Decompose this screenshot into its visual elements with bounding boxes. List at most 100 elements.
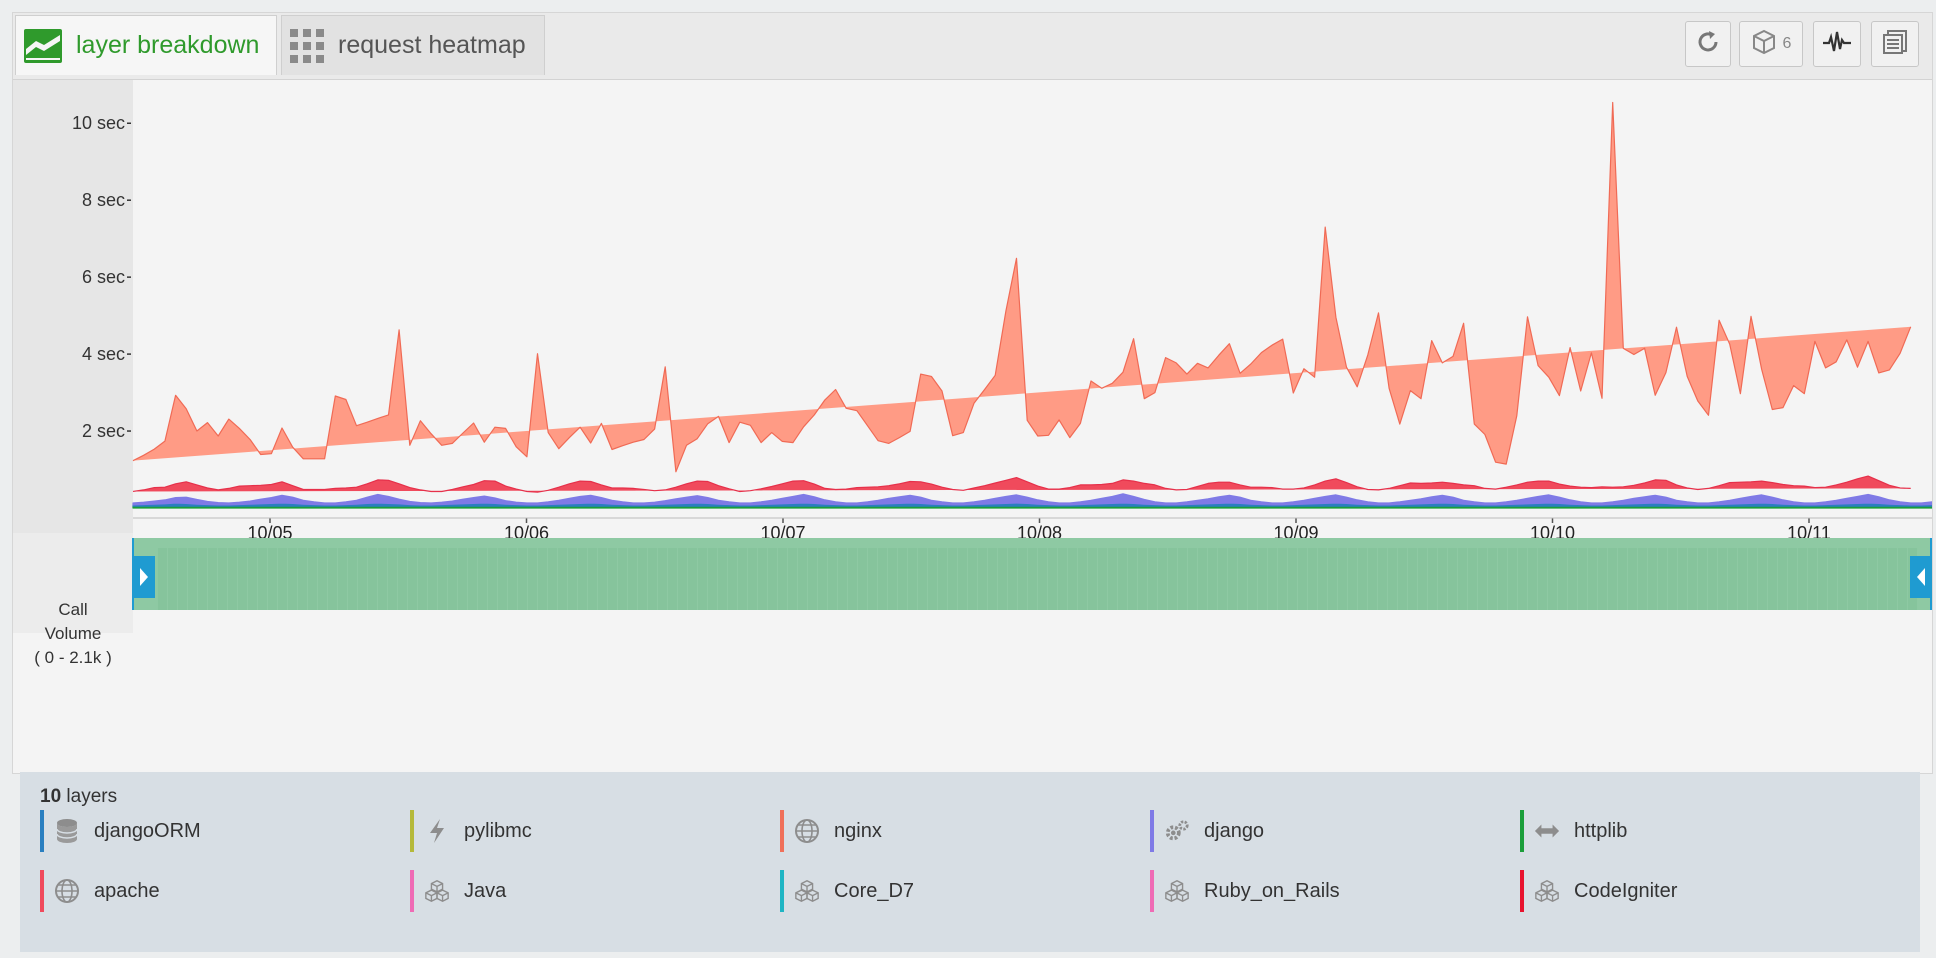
call-volume-bar [1108,548,1117,610]
waveform-button[interactable] [1813,21,1861,67]
legend-item-djangoorm[interactable]: djangoORM [40,810,201,852]
call-volume-bar [388,548,397,610]
legend-item-label: Ruby_on_Rails [1204,879,1340,902]
call-volume-bar [908,548,917,610]
call-volume-bar [1168,548,1177,610]
legend-item-label: Java [464,879,507,902]
call-volume-bar [538,548,547,610]
y-axis-strip [13,80,133,622]
call-volume-bar [1778,548,1787,610]
call-volume-bar [398,548,407,610]
call-volume-bar [528,548,537,610]
call-volume-bar [1498,548,1507,610]
call-volume-bar [318,548,327,610]
call-volume-bar [1178,548,1187,610]
call-volume-bar [498,548,507,610]
area-chart-icon [24,28,62,63]
y-tick-label: 6 sec [82,267,125,287]
call-volume-bar [988,548,997,610]
call-volume-bar [1158,548,1167,610]
call-volume-bar [298,548,307,610]
call-volume-bar [558,548,567,610]
call-volume-bar [688,548,697,610]
stack-icon [1881,28,1909,61]
legend-title: 10 layers [40,786,117,808]
handle-right-arrow-icon [1917,568,1925,586]
call-volume-bar [1538,548,1547,610]
plot-background [133,80,1932,518]
call-volume-bar [238,548,247,610]
tab-label: request heatmap [338,31,526,59]
call-volume-bar [1348,548,1357,610]
call-volume-bar [578,548,587,610]
call-volume-bar [918,548,927,610]
legend-panel: 10 layers djangoORM pylibmc nginx django htt… [20,772,1920,952]
legend-color-swatch [410,810,414,852]
call-volume-bar [508,548,517,610]
legend-item-django[interactable]: django [1150,810,1264,852]
call-volume-bar [188,548,197,610]
legend-item-label: pylibmc [464,819,532,842]
legend-item-core_d7[interactable]: Core_D7 [780,870,914,912]
legend-item-apache[interactable]: apache [40,870,160,912]
legend-item-pylibmc[interactable]: pylibmc [410,810,532,852]
call-volume-label: Call Volume ( 0 - 2.1k ) [13,598,133,670]
call-volume-bar [1488,548,1497,610]
call-volume-bar [288,548,297,610]
call-volume-bar [178,548,187,610]
call-volume-bar [1528,548,1537,610]
refresh-icon [1695,29,1721,60]
layer-count-suffix: layers [66,786,118,807]
call-volume-bar [1218,548,1227,610]
call-volume-bar [458,548,467,610]
call-volume-bar [518,548,527,610]
call-volume-bar [768,548,777,610]
legend-item-ruby_on_rails[interactable]: Ruby_on_Rails [1150,870,1340,912]
legend-item-label: apache [94,879,160,902]
call-volume-bar [1248,548,1257,610]
legend-item-java[interactable]: Java [410,870,506,912]
call-volume-bar [1368,548,1377,610]
call-volume-bar [858,548,867,610]
call-volume-bar [938,548,947,610]
legend-color-swatch [780,810,784,852]
legend-item-codeigniter[interactable]: CodeIgniter [1520,870,1677,912]
call-volume-bar [1068,548,1077,610]
stack-button[interactable] [1871,21,1919,67]
double-arrow-icon [1534,818,1560,844]
tab-request-heatmap[interactable]: request heatmap [281,15,545,75]
cube-count-button[interactable]: 6 [1739,21,1803,67]
call-volume-bar [1708,548,1717,610]
call-volume-bar [1878,548,1887,610]
refresh-button[interactable] [1685,21,1731,67]
call-volume-bar [1228,548,1237,610]
call-volume-bar [888,548,897,610]
call-volume-bar [978,548,987,610]
legend-item-label: django [1204,819,1265,842]
call-volume-bar [438,548,447,610]
y-tick-label: 4 sec [82,344,125,364]
top-bar: layer breakdown request heatmap [13,13,1932,80]
call-volume-bar [1848,548,1857,610]
legend-item-httplib[interactable]: httplib [1520,810,1627,852]
call-volume-bar [1688,548,1697,610]
call-volume-bar [218,548,227,610]
tab-layer-breakdown[interactable]: layer breakdown [15,15,277,75]
lightning-icon [424,818,450,844]
cubes-icon [1534,878,1560,904]
call-volume-bar [378,548,387,610]
call-volume-bar [1718,548,1727,610]
call-volume-bar [418,548,427,610]
call-volume-bar [168,548,177,610]
legend-color-swatch [1150,810,1154,852]
call-volume-bar [1748,548,1757,610]
cube-count: 6 [1782,35,1792,52]
legend-item-nginx[interactable]: nginx [780,810,882,852]
call-volume-bar [758,548,767,610]
call-volume-bar [1288,548,1297,610]
call-volume-bar [798,548,807,610]
call-volume-bar [658,548,667,610]
call-volume-bar [848,548,857,610]
